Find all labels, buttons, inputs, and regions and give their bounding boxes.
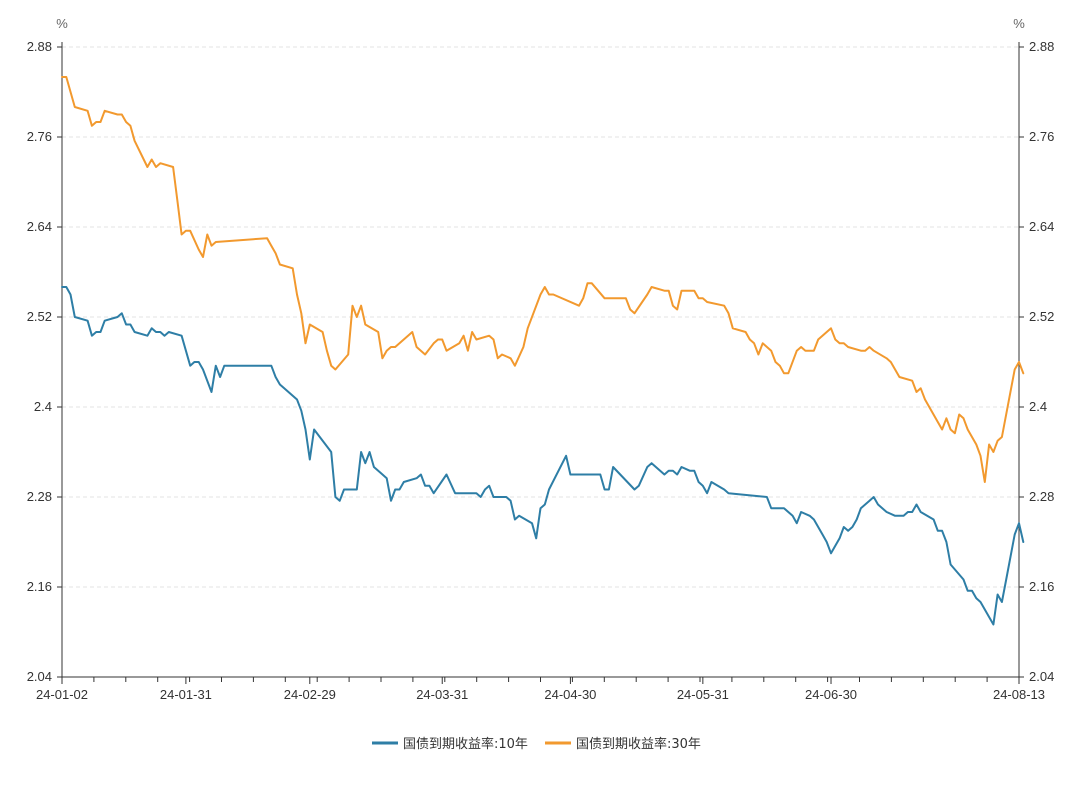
legend-label-10y[interactable]: 国债到期收益率:10年 [403,736,528,752]
y-axis-left-ticks: 2.88 2.76 2.64 2.52 2.4 2.28 2.16 2.04 [27,39,62,684]
grid-lines [62,46,1019,588]
y-tick-label-left: 2.64 [27,219,52,234]
y-tick-label-left: 2.4 [34,399,52,414]
y-tick-label-left: 2.88 [27,39,52,54]
y-tick-label-right: 2.52 [1029,309,1054,324]
y-axis-right-ticks: 2.88 2.76 2.64 2.52 2.4 2.28 2.16 2.04 [1019,39,1054,684]
legend-label-30y[interactable]: 国债到期收益率:30年 [576,736,701,752]
y-tick-label-left: 2.04 [27,669,52,684]
y-axis-left-unit: % [56,16,68,31]
x-axis-ticks: 24-01-02 24-01-31 24-02-29 24-03-31 24-04-30… [36,677,1045,702]
y-tick-label-left: 2.16 [27,579,52,594]
y-tick-label-right: 2.28 [1029,489,1054,504]
y-tick-label-left: 2.52 [27,309,52,324]
x-tick-label: 24-06-30 [805,687,857,702]
x-tick-label: 24-04-30 [544,687,596,702]
x-tick-label: 24-01-02 [36,687,88,702]
y-tick-label-right: 2.64 [1029,219,1054,234]
x-tick-label: 24-03-31 [416,687,468,702]
y-tick-label-right: 2.76 [1029,129,1054,144]
y-tick-label-left: 2.76 [27,129,52,144]
y-tick-label-right: 2.16 [1029,579,1054,594]
x-tick-label: 24-05-31 [677,687,729,702]
legend[interactable]: 国债到期收益率:10年 国债到期收益率:30年 [372,736,701,752]
x-tick-label: 24-08-13 [993,687,1045,702]
y-tick-label-right: 2.88 [1029,39,1054,54]
series-line-30y [61,76,1025,483]
series-line-10y [61,286,1025,626]
y-tick-label-right: 2.4 [1029,399,1047,414]
y-tick-label-left: 2.28 [27,489,52,504]
x-tick-label: 24-02-29 [284,687,336,702]
x-tick-label: 24-01-31 [160,687,212,702]
y-tick-label-right: 2.04 [1029,669,1054,684]
y-axis-right-unit: % [1013,16,1025,31]
series-group [61,76,1025,626]
